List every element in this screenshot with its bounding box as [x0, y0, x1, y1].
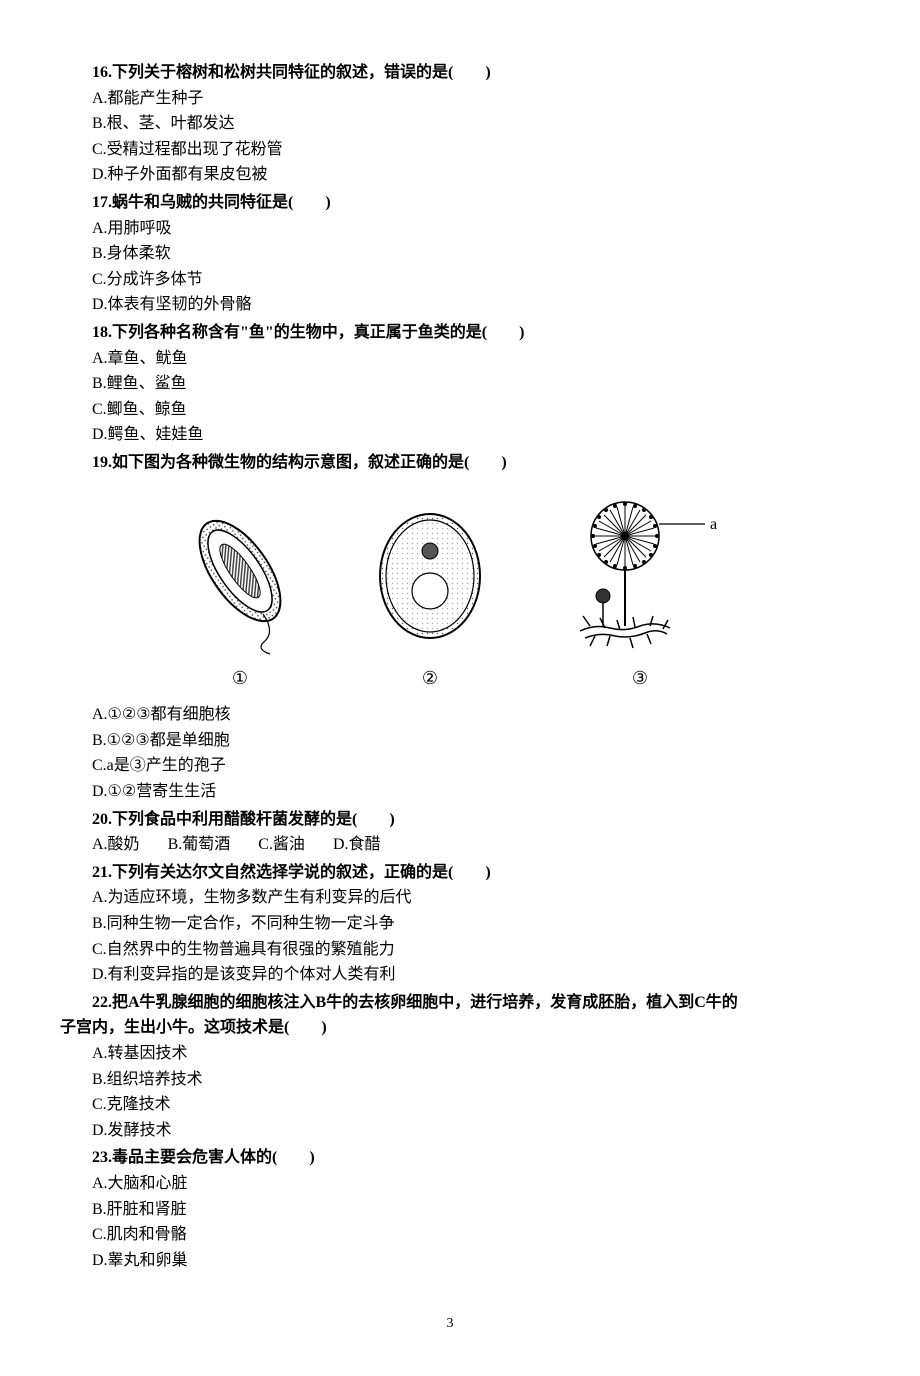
figure-3-label: ③ — [632, 664, 648, 693]
question-20-option-c: C.酱油 — [258, 836, 305, 853]
question-16-title: 16.下列关于榕树和松树共同特征的叙述，错误的是( ) — [60, 60, 840, 86]
question-18-option-b: B.鲤鱼、鲨鱼 — [60, 371, 840, 397]
mold-icon: a — [555, 496, 725, 656]
question-17-option-b: B.身体柔软 — [60, 241, 840, 267]
question-22-option-c: C.克隆技术 — [60, 1092, 840, 1118]
question-18-option-c: C.鲫鱼、鲸鱼 — [60, 397, 840, 423]
question-22: 22.把A牛乳腺细胞的细胞核注入B牛的去核卵细胞中，进行培养，发育成胚胎，植入到… — [60, 990, 840, 1144]
bacterium-icon — [175, 496, 305, 656]
question-22-option-d: D.发酵技术 — [60, 1118, 840, 1144]
question-21-option-a: A.为适应环境，生物多数产生有利变异的后代 — [60, 885, 840, 911]
question-22-option-a: A.转基因技术 — [60, 1041, 840, 1067]
question-20-options: A.酸奶 B.葡萄酒 C.酱油 D.食醋 — [60, 832, 840, 858]
question-23-option-c: C.肌肉和骨骼 — [60, 1222, 840, 1248]
question-16-option-c: C.受精过程都出现了花粉管 — [60, 137, 840, 163]
question-22-title-line1: 22.把A牛乳腺细胞的细胞核注入B牛的去核卵细胞中，进行培养，发育成胚胎，植入到… — [60, 990, 840, 1016]
question-18-option-a: A.章鱼、鱿鱼 — [60, 346, 840, 372]
question-19: 19.如下图为各种微生物的结构示意图，叙述正确的是( ) — [60, 450, 840, 805]
question-16: 16.下列关于榕树和松树共同特征的叙述，错误的是( ) A.都能产生种子 B.根… — [60, 60, 840, 188]
question-20-option-b: B.葡萄酒 — [168, 836, 231, 853]
question-23: 23.毒品主要会危害人体的( ) A.大脑和心脏 B.肝脏和肾脏 C.肌肉和骨骼… — [60, 1145, 840, 1273]
figure-1-label: ① — [232, 664, 248, 693]
question-20: 20.下列食品中利用醋酸杆菌发酵的是( ) A.酸奶 B.葡萄酒 C.酱油 D.… — [60, 807, 840, 858]
figure-3: a ③ — [555, 496, 725, 693]
question-17-option-c: C.分成许多体节 — [60, 267, 840, 293]
figure-1: ① — [175, 496, 305, 693]
question-21-title: 21.下列有关达尔文自然选择学说的叙述，正确的是( ) — [60, 860, 840, 886]
question-19-option-d: D.①②营寄生生活 — [60, 779, 840, 805]
question-22-title-line2: 子宫内，生出小牛。这项技术是( ) — [60, 1015, 840, 1041]
question-22-option-b: B.组织培养技术 — [60, 1067, 840, 1093]
figure-2: ② — [365, 496, 495, 693]
question-19-option-c: C.a是③产生的孢子 — [60, 753, 840, 779]
question-20-title: 20.下列食品中利用醋酸杆菌发酵的是( ) — [60, 807, 840, 833]
figure-2-label: ② — [422, 664, 438, 693]
question-17-title: 17.蜗牛和乌贼的共同特征是( ) — [60, 190, 840, 216]
question-23-option-b: B.肝脏和肾脏 — [60, 1197, 840, 1223]
annotation-a: a — [710, 516, 717, 533]
question-23-title: 23.毒品主要会危害人体的( ) — [60, 1145, 840, 1171]
question-17-option-d: D.体表有坚韧的外骨骼 — [60, 292, 840, 318]
question-18-option-d: D.鳄鱼、娃娃鱼 — [60, 422, 840, 448]
question-21-option-b: B.同种生物一定合作，不同种生物一定斗争 — [60, 911, 840, 937]
yeast-icon — [365, 496, 495, 656]
question-21-option-d: D.有利变异指的是该变异的个体对人类有利 — [60, 962, 840, 988]
question-16-option-b: B.根、茎、叶都发达 — [60, 111, 840, 137]
question-19-option-a: A.①②③都有细胞核 — [60, 702, 840, 728]
question-19-title: 19.如下图为各种微生物的结构示意图，叙述正确的是( ) — [60, 450, 840, 476]
question-20-option-a: A.酸奶 — [92, 836, 140, 853]
question-17-option-a: A.用肺呼吸 — [60, 216, 840, 242]
page-number: 3 — [60, 1313, 840, 1335]
figures-container: ① ② — [60, 496, 840, 693]
question-23-option-d: D.睾丸和卵巢 — [60, 1248, 840, 1274]
question-19-option-b: B.①②③都是单细胞 — [60, 728, 840, 754]
question-18-title: 18.下列各种名称含有"鱼"的生物中，真正属于鱼类的是( ) — [60, 320, 840, 346]
question-20-option-d: D.食醋 — [333, 836, 381, 853]
question-16-option-a: A.都能产生种子 — [60, 86, 840, 112]
question-18: 18.下列各种名称含有"鱼"的生物中，真正属于鱼类的是( ) A.章鱼、鱿鱼 B… — [60, 320, 840, 448]
question-23-option-a: A.大脑和心脏 — [60, 1171, 840, 1197]
question-16-option-d: D.种子外面都有果皮包被 — [60, 162, 840, 188]
question-17: 17.蜗牛和乌贼的共同特征是( ) A.用肺呼吸 B.身体柔软 C.分成许多体节… — [60, 190, 840, 318]
question-21: 21.下列有关达尔文自然选择学说的叙述，正确的是( ) A.为适应环境，生物多数… — [60, 860, 840, 988]
question-21-option-c: C.自然界中的生物普遍具有很强的繁殖能力 — [60, 937, 840, 963]
